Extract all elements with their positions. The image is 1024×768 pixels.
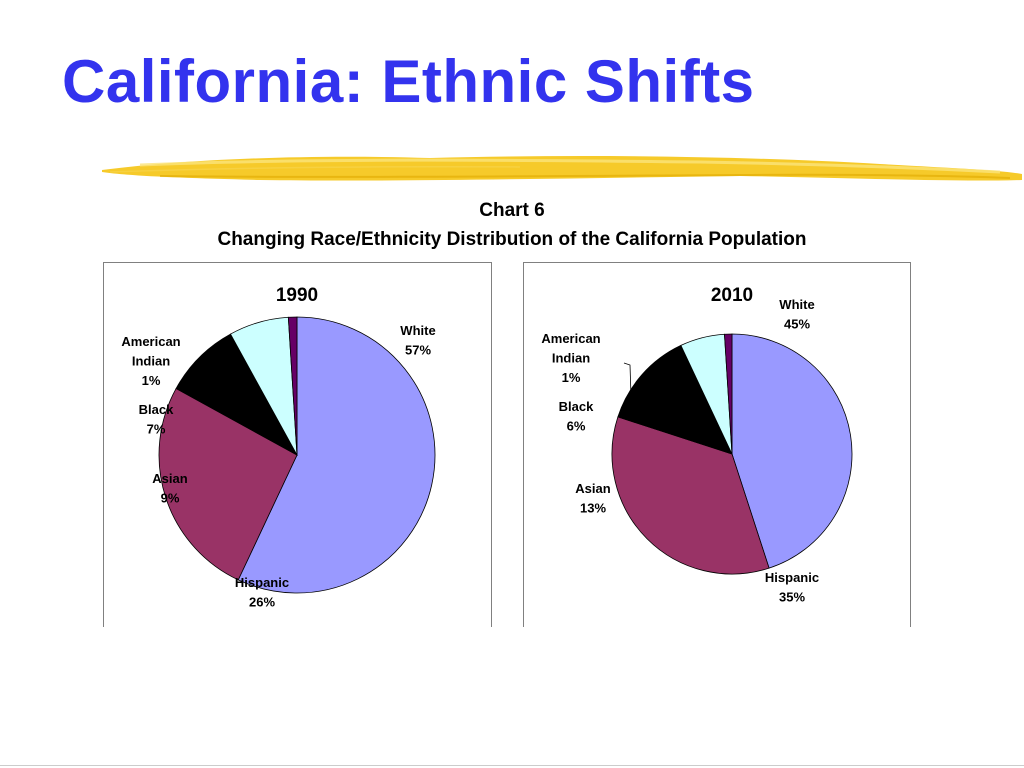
slide-title: California: Ethnic Shifts — [62, 48, 755, 115]
chart-caption: Changing Race/Ethnicity Distribution of … — [217, 229, 807, 250]
data-label-asian-2010: Asian 13% — [575, 481, 610, 516]
slice-white-2010 — [731, 333, 853, 569]
slice-american-indian-1990 — [287, 316, 298, 456]
data-label-black-1990: Black 7% — [139, 402, 174, 437]
slice-hispanic-2010 — [611, 416, 770, 575]
leader-line-american-indian-2010 — [623, 362, 632, 397]
pie-title-2010: 2010 — [711, 285, 753, 306]
data-label-white-1990: White 57% — [400, 323, 435, 358]
pie-chart-1990: 1990 White 57% Hispanic 26% Asian 9% Black 7% Ame… — [121, 285, 436, 610]
pie-panel-1990: 1990 White 57% Hispanic 26% Asian 9% Black 7% Ame… — [103, 262, 492, 627]
yellow-brush-underline — [102, 156, 1022, 181]
slice-white-1990 — [237, 316, 436, 594]
data-label-hispanic-1990: Hispanic 26% — [235, 575, 289, 610]
brush-highlight — [139, 158, 1001, 174]
brush-shade — [159, 173, 1011, 179]
chart-number: Chart 6 — [479, 200, 545, 221]
data-label-american-indian-1990: American Indian 1% — [121, 334, 180, 388]
leader-line-american-indian-1990 — [204, 365, 213, 398]
brush-streak — [109, 165, 521, 173]
footer-divider — [0, 765, 1024, 766]
data-label-hispanic-2010: Hispanic 35% — [765, 570, 819, 605]
data-label-american-indian-2010: American Indian 1% — [541, 331, 600, 385]
slice-asian-2010 — [617, 344, 733, 455]
pie-title-1990: 1990 — [276, 285, 318, 306]
pie-chart-2010: 2010 White 45% Hispanic 35% Asian 13% Black 6% Am… — [541, 285, 853, 605]
slice-american-indian-2010 — [724, 333, 733, 455]
data-label-black-2010: Black 6% — [559, 399, 594, 434]
pie-panel-2010: 2010 White 45% Hispanic 35% Asian 13% Black 6% Am… — [523, 262, 911, 627]
data-label-white-2010: White 45% — [779, 297, 814, 332]
data-label-asian-1990: Asian 9% — [152, 471, 187, 506]
